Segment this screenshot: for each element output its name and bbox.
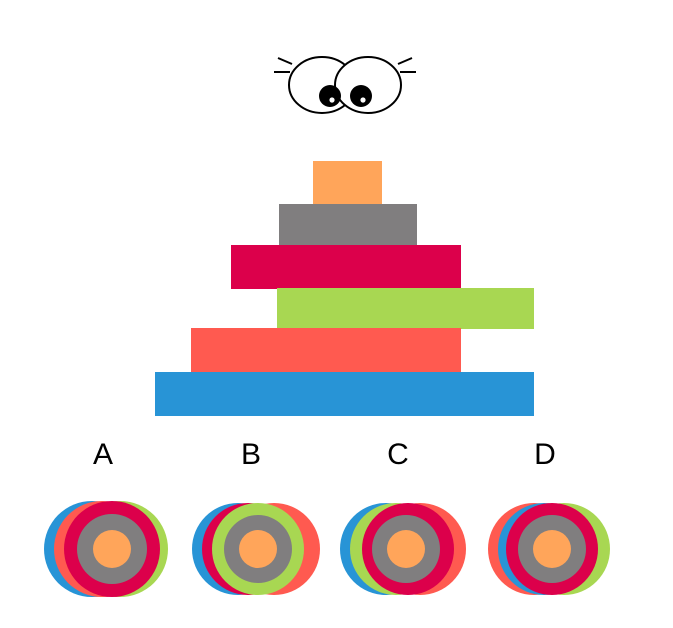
layer-green — [277, 288, 534, 329]
layer-crimson — [231, 245, 461, 289]
option-c-button[interactable] — [334, 497, 474, 601]
option-label-d: D — [534, 438, 556, 471]
option-b-button[interactable] — [186, 497, 326, 601]
option-label-a: A — [92, 438, 113, 471]
layer-gray — [279, 204, 417, 247]
layer-coral — [191, 328, 461, 372]
ring-orange — [93, 530, 131, 568]
ring-orange — [239, 530, 277, 568]
option-label-b: B — [240, 438, 261, 471]
ring-orange — [387, 530, 425, 568]
cartoon-eyes-icon — [274, 56, 416, 114]
option-a-button[interactable] — [38, 497, 178, 601]
layer-orange — [313, 161, 382, 204]
option-label-c: C — [387, 438, 409, 471]
option-d-button[interactable] — [482, 497, 622, 601]
ring-orange — [533, 530, 571, 568]
layer-blue — [155, 372, 534, 416]
